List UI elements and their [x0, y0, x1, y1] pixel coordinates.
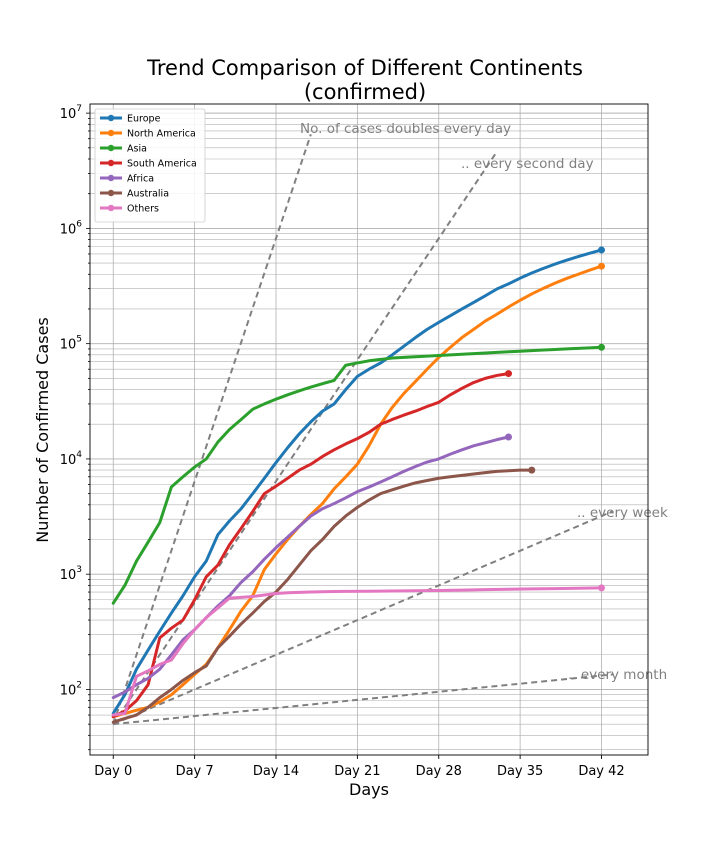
series-end-marker: [598, 262, 605, 270]
legend-entry: Asia: [100, 144, 147, 155]
series-end-marker: [598, 343, 605, 351]
legend-label: Australia: [127, 189, 169, 200]
grid-lines: [90, 104, 648, 755]
legend-entry: South America: [100, 159, 197, 170]
legend-label: South America: [127, 159, 197, 170]
legend-entry: North America: [100, 129, 196, 140]
reference-line-label: .. every week: [577, 505, 668, 521]
x-tick-label: Day 14: [253, 764, 299, 779]
legend-marker: [107, 129, 115, 137]
series-end-marker: [598, 246, 605, 254]
y-tick-label: 106: [60, 219, 83, 237]
reference-line: [112, 151, 498, 725]
y-tick-label: 107: [60, 104, 82, 122]
reference-line-label: .. every month: [568, 667, 667, 683]
x-tick-label: Day 0: [94, 764, 132, 779]
series-end-marker: [505, 433, 512, 441]
x-axis-ticks: Day 0 Day 7 Day 14 Day 21 Day 28 Day 35 Day 42: [94, 755, 625, 779]
x-tick-label: Day 28: [416, 764, 462, 779]
reference-lines: [112, 133, 614, 726]
legend-marker: [107, 174, 115, 182]
legend-label: Asia: [127, 144, 147, 155]
reference-line-label: No. of cases doubles every day: [300, 121, 511, 137]
y-tick-label: 104: [60, 450, 83, 468]
y-axis-label: Number of Confirmed Cases: [33, 317, 52, 543]
x-tick-label: Day 42: [578, 764, 624, 779]
series-line: [111, 435, 510, 700]
legend-marker: [107, 159, 115, 167]
legend-marker: [107, 189, 115, 197]
chart-title: Trend Comparison of Different Continents…: [146, 56, 583, 104]
legend-marker: [107, 144, 115, 152]
legend-marker: [107, 204, 115, 212]
plot-frame: [89, 103, 649, 756]
legend-marker: [107, 114, 115, 122]
x-tick-label: Day 35: [497, 764, 543, 779]
y-tick-label: 102: [60, 680, 82, 698]
x-axis-label: Days: [349, 780, 389, 799]
legend-entry: Australia: [100, 189, 169, 200]
chart-title-line: Trend Comparison of Different Continents: [146, 56, 583, 80]
legend-entry: Europe: [100, 114, 161, 125]
series-line: [111, 248, 603, 715]
series-end-marker: [598, 584, 605, 592]
chart-subtitle-line: (confirmed): [304, 80, 426, 104]
legend-entry: Africa: [100, 174, 154, 185]
x-tick-label: Day 7: [176, 764, 214, 779]
y-tick-label: 103: [60, 565, 82, 583]
series-line: [111, 372, 510, 719]
reference-line: [113, 673, 614, 726]
series-line: [111, 264, 603, 719]
legend-entry: Others: [100, 204, 159, 215]
series-end-marker: [505, 370, 512, 378]
y-tick-label: 105: [60, 335, 82, 353]
reference-labels: No. of cases doubles every day .. every s…: [300, 121, 668, 683]
series-line: [111, 586, 603, 717]
series-line: [111, 468, 534, 724]
reference-line-label: .. every second day: [461, 156, 594, 172]
x-tick-label: Day 21: [334, 764, 380, 779]
legend: Europe North America Asia South America Afri…: [94, 108, 206, 223]
legend-label: Others: [127, 204, 159, 215]
y-axis-ticks: 102 103 104 105 106 107: [60, 104, 90, 751]
legend-box: [94, 108, 206, 223]
reference-line: [112, 133, 312, 725]
series-lines: [111, 246, 605, 724]
legend-label: Europe: [127, 114, 161, 125]
reference-line: [112, 510, 614, 726]
legend-label: North America: [127, 129, 196, 140]
legend-label: Africa: [127, 174, 154, 185]
series-line: [111, 345, 603, 605]
series-end-marker: [528, 466, 536, 474]
